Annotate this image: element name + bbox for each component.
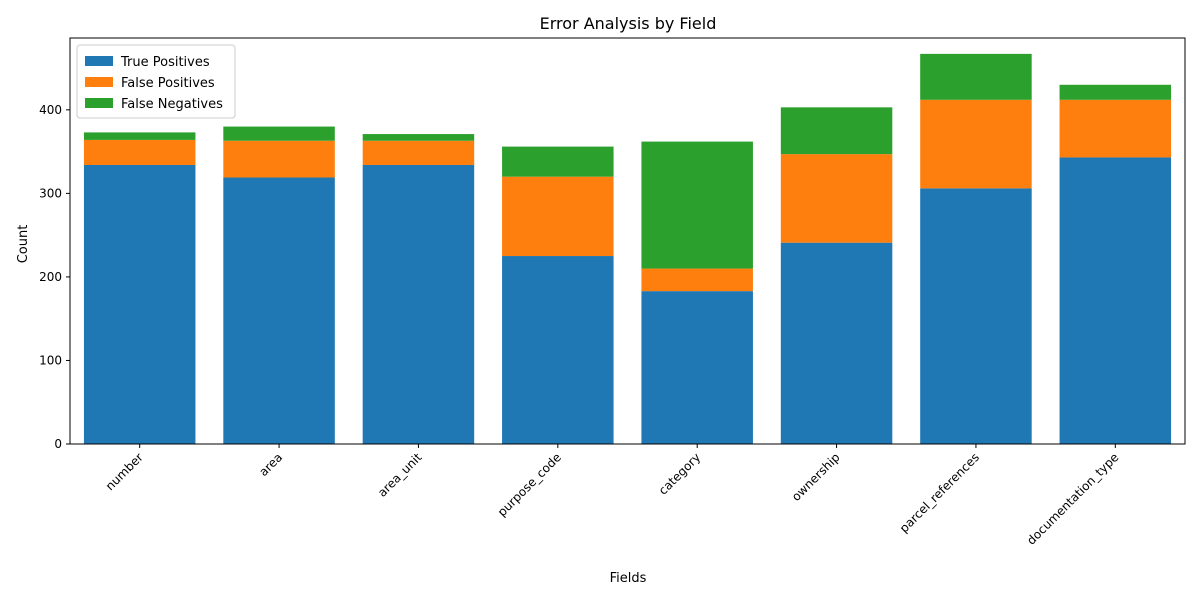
bar-category-false-negatives bbox=[641, 141, 753, 269]
legend-swatch-false-positives bbox=[85, 77, 113, 87]
legend-swatch-false-negatives bbox=[85, 98, 113, 108]
legend-box bbox=[76, 44, 236, 119]
bar-category-true-positives bbox=[641, 291, 753, 444]
legend-label: False Positives bbox=[121, 76, 215, 91]
bar-area_unit-true-positives bbox=[362, 164, 475, 445]
x-axis-title: Fields bbox=[610, 571, 647, 586]
bar-category-false-positives bbox=[641, 268, 753, 292]
bar-area-false-positives bbox=[223, 140, 335, 178]
bar-parcel_references-true-positives bbox=[920, 188, 1032, 444]
bar-ownership-false-negatives bbox=[780, 107, 893, 155]
bar-area_unit-false-negatives bbox=[362, 134, 475, 141]
legend-label: True Positives bbox=[120, 55, 210, 70]
bar-documentation_type-true-positives bbox=[1059, 157, 1172, 444]
bar-purpose_code-false-positives bbox=[502, 176, 614, 257]
y-tick-label: 400 bbox=[39, 103, 62, 117]
bar-parcel_references-false-positives bbox=[920, 99, 1032, 189]
y-tick-label: 300 bbox=[39, 186, 62, 200]
y-axis-title: Count bbox=[16, 225, 31, 264]
plot-frame bbox=[69, 37, 1186, 445]
bar-ownership-true-positives bbox=[780, 242, 893, 444]
bar-documentation_type-false-negatives bbox=[1059, 84, 1172, 100]
legend: True Positives False Positives False Negat… bbox=[76, 44, 236, 119]
bar-purpose_code-true-positives bbox=[502, 256, 614, 444]
bar-area-true-positives bbox=[223, 177, 335, 444]
chart-title: Error Analysis by Field bbox=[540, 14, 717, 33]
bar-number-false-positives bbox=[83, 139, 196, 165]
bar-purpose_code-false-negatives bbox=[502, 146, 614, 177]
y-tick-label: 0 bbox=[54, 437, 62, 451]
y-tick-label: 100 bbox=[39, 353, 62, 367]
bar-parcel_references-false-negatives bbox=[920, 53, 1032, 100]
bar-area-false-negatives bbox=[223, 126, 335, 141]
bar-number-true-positives bbox=[83, 164, 196, 445]
bar-ownership-false-positives bbox=[780, 154, 893, 243]
bar-number-false-negatives bbox=[83, 132, 196, 140]
bar-documentation_type-false-positives bbox=[1059, 99, 1172, 158]
y-tick-label: 200 bbox=[39, 270, 62, 284]
legend-label: False Negatives bbox=[121, 97, 223, 112]
legend-swatch-true-positives bbox=[85, 56, 113, 66]
bar-area_unit-false-positives bbox=[362, 140, 475, 165]
